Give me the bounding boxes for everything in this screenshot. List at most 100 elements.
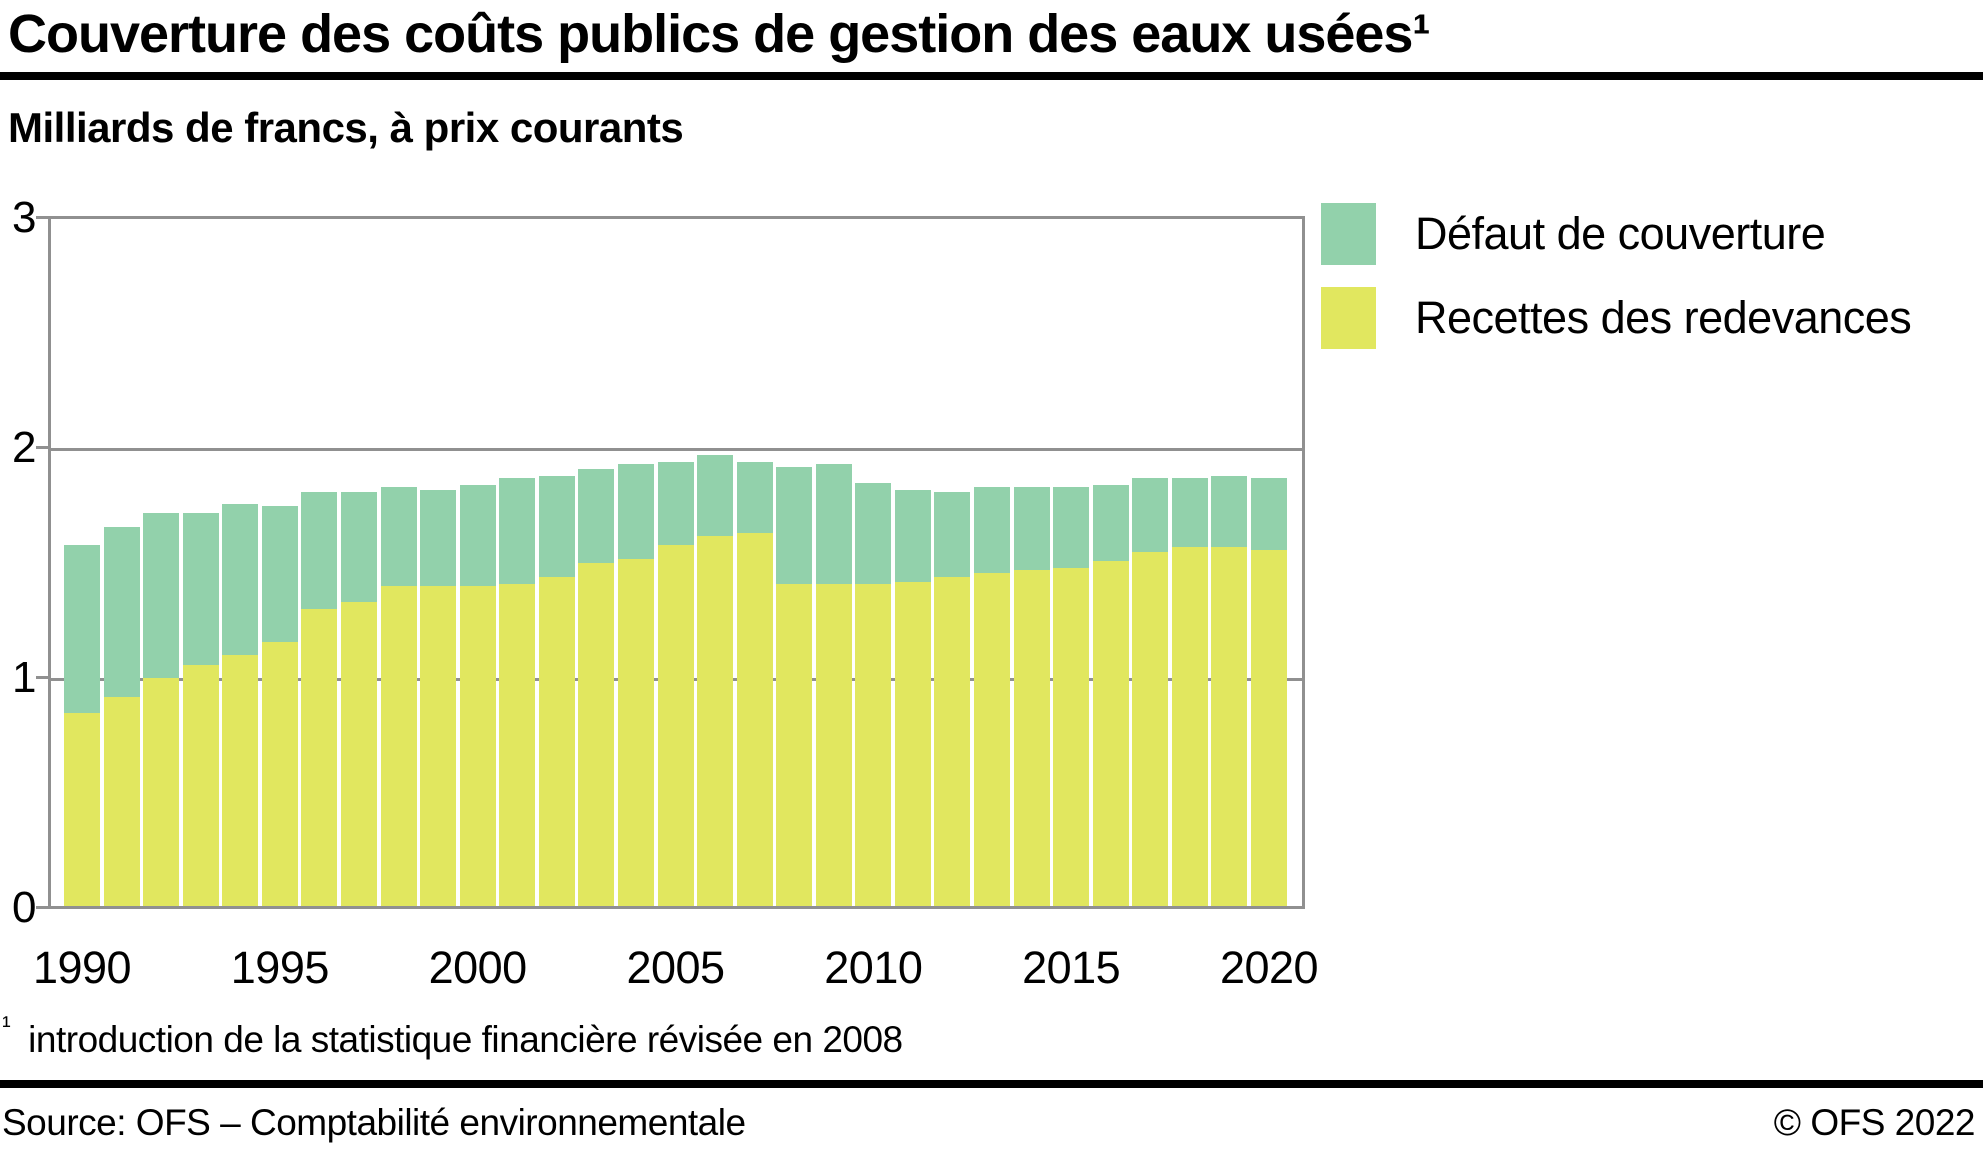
- bar-2009: [815, 464, 852, 906]
- source-divider-rule: [0, 1080, 1983, 1088]
- y-tick-3: [36, 216, 49, 219]
- bar-2002-defaut-segment: [538, 475, 575, 578]
- bar-2009-recettes-segment: [815, 584, 852, 906]
- y-tick-2: [36, 446, 49, 449]
- x-axis-label-2005: 2005: [626, 942, 725, 993]
- bar-2011-recettes-segment: [894, 581, 931, 906]
- source-text: Source: OFS – Comptabilité environnement…: [2, 1102, 746, 1143]
- bar-2007-recettes-segment: [736, 533, 773, 906]
- legend-item-defaut: Défaut de couverture: [1321, 203, 1911, 265]
- bar-2015: [1053, 487, 1090, 906]
- bar-2012: [934, 492, 971, 906]
- bar-2019-recettes-segment: [1211, 547, 1248, 906]
- bar-2010-recettes-segment: [855, 584, 892, 906]
- bar-1999: [420, 489, 457, 906]
- bar-2009-defaut-segment: [815, 464, 852, 584]
- bar-2016-defaut-segment: [1092, 485, 1129, 561]
- x-axis-label-2015: 2015: [1022, 942, 1121, 993]
- bar-2006: [697, 455, 734, 906]
- x-axis-label-2000: 2000: [428, 942, 528, 993]
- plot-area: [48, 216, 1305, 909]
- bar-1990: [64, 544, 100, 906]
- bar-2005-recettes-segment: [657, 544, 694, 906]
- bar-2000-defaut-segment: [459, 485, 496, 587]
- x-axis-label-2010: 2010: [824, 942, 923, 993]
- bar-2007: [736, 462, 773, 906]
- x-axis-label-2020: 2020: [1219, 942, 1319, 993]
- bar-1992-recettes-segment: [143, 678, 180, 906]
- bar-2014: [1013, 487, 1050, 906]
- bar-2019: [1211, 475, 1248, 906]
- bar-2016: [1092, 485, 1129, 906]
- bar-2003-recettes-segment: [578, 563, 615, 906]
- bar-1999-recettes-segment: [420, 586, 457, 906]
- bar-2002-recettes-segment: [538, 577, 575, 906]
- copyright-text: © OFS 2022: [1773, 1102, 1976, 1143]
- bar-1995: [261, 505, 298, 906]
- bar-1993: [182, 512, 219, 906]
- bar-2003-defaut-segment: [578, 469, 615, 564]
- bar-1993-defaut-segment: [182, 512, 219, 665]
- bar-1996-defaut-segment: [301, 492, 338, 610]
- bar-1997-recettes-segment: [340, 602, 377, 906]
- footnote-marker: ¹: [2, 1010, 11, 1040]
- legend-swatch-recettes: [1321, 287, 1376, 349]
- bar-2005-defaut-segment: [657, 462, 694, 545]
- bar-1992-defaut-segment: [143, 512, 180, 679]
- bar-1998: [380, 487, 417, 906]
- bar-2014-recettes-segment: [1013, 570, 1050, 906]
- bar-2017-defaut-segment: [1132, 478, 1169, 552]
- bar-2008-recettes-segment: [776, 584, 813, 906]
- bar-2010-defaut-segment: [855, 482, 892, 584]
- page-title: Couverture des coûts publics de gestion …: [8, 4, 1430, 64]
- bar-2013: [974, 487, 1011, 906]
- bar-2012-recettes-segment: [934, 577, 971, 906]
- bar-2001: [499, 478, 536, 906]
- bar-2020-recettes-segment: [1251, 549, 1287, 906]
- bar-1994-recettes-segment: [222, 655, 259, 906]
- bar-1996-recettes-segment: [301, 609, 338, 906]
- bar-2004-defaut-segment: [617, 464, 654, 559]
- bar-2013-defaut-segment: [974, 487, 1011, 573]
- bar-2015-defaut-segment: [1053, 487, 1090, 568]
- chart-subtitle-unit-label: Milliards de francs, à prix courants: [8, 104, 684, 151]
- bar-2011-defaut-segment: [894, 489, 931, 582]
- bar-1992: [143, 512, 180, 906]
- plot-inner: [51, 219, 1302, 906]
- bar-2001-recettes-segment: [499, 584, 536, 906]
- bar-2013-recettes-segment: [974, 572, 1011, 906]
- bar-2018-defaut-segment: [1171, 478, 1208, 548]
- legend-swatch-defaut: [1321, 203, 1376, 265]
- legend: Défaut de couverture Recettes des redeva…: [1321, 203, 1912, 371]
- bar-1995-defaut-segment: [261, 505, 298, 642]
- x-axis-label-1995: 1995: [230, 942, 330, 993]
- footnote: ¹ introduction de la statistique financiè…: [2, 1000, 903, 1065]
- bar-1991: [103, 526, 140, 906]
- bar-1990-defaut-segment: [64, 544, 100, 713]
- bar-2008: [776, 466, 813, 906]
- bar-2006-defaut-segment: [697, 455, 734, 536]
- y-axis-label-1: 1: [12, 652, 36, 702]
- bar-1995-recettes-segment: [261, 641, 298, 906]
- bar-2001-defaut-segment: [499, 478, 536, 584]
- gridline-2: [51, 447, 1302, 451]
- bar-2018: [1171, 478, 1208, 906]
- bar-1991-recettes-segment: [103, 696, 140, 906]
- y-axis-label-2: 2: [12, 422, 36, 472]
- y-axis-label-3: 3: [12, 192, 36, 242]
- y-tick-1: [36, 676, 49, 679]
- bar-2005: [657, 462, 694, 906]
- bar-2019-defaut-segment: [1211, 475, 1248, 548]
- bar-2017-recettes-segment: [1132, 551, 1169, 906]
- bar-1999-defaut-segment: [420, 489, 457, 587]
- bar-2016-recettes-segment: [1092, 561, 1129, 906]
- bar-2002: [538, 475, 575, 906]
- bar-2000: [459, 485, 496, 906]
- bar-2014-defaut-segment: [1013, 487, 1050, 571]
- bar-2003: [578, 469, 615, 906]
- bar-2011: [894, 489, 931, 906]
- legend-label-defaut: Défaut de couverture: [1415, 208, 1826, 259]
- bar-2000-recettes-segment: [459, 586, 496, 906]
- x-axis-label-1990: 1990: [32, 942, 132, 993]
